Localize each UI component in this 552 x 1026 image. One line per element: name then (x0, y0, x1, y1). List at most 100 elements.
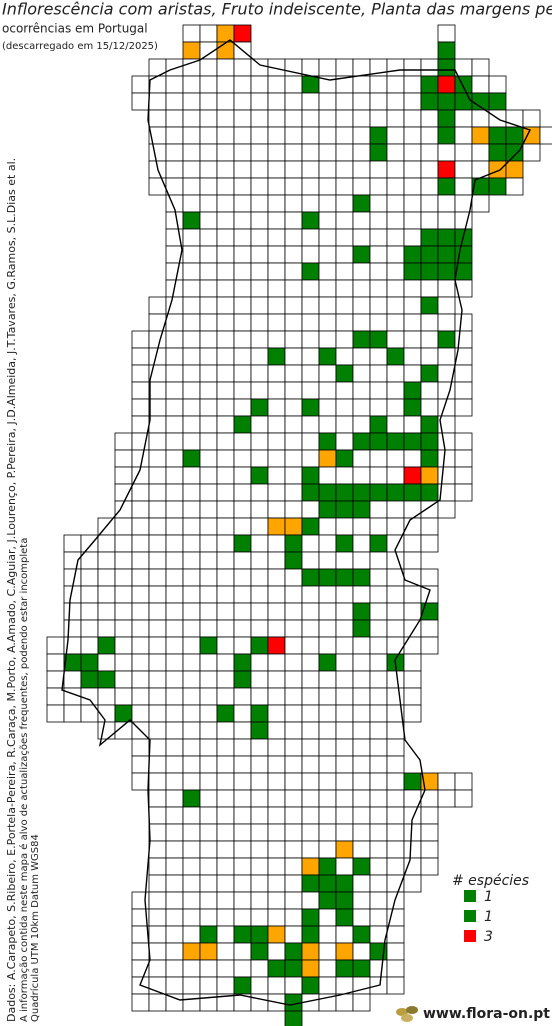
occurrence-cell (369, 126, 388, 145)
grid-cell (182, 92, 201, 111)
grid-cell (335, 398, 354, 417)
grid-cell (216, 415, 235, 434)
occurrence-cell (352, 245, 371, 264)
grid-cell (522, 143, 541, 162)
grid-cell (148, 92, 167, 111)
occurrence-cell (301, 857, 320, 876)
legend-swatch (464, 910, 476, 922)
grid-cell (369, 806, 388, 825)
grid-cell (267, 806, 286, 825)
grid-cell (250, 738, 269, 757)
grid-cell (250, 211, 269, 230)
grid-cell (267, 381, 286, 400)
grid-cell (233, 585, 252, 604)
grid-cell (301, 789, 320, 808)
grid-cell (148, 670, 167, 689)
grid-cell (454, 160, 473, 179)
grid-cell (386, 840, 405, 859)
occurrence-cell (284, 942, 303, 961)
grid-cell (63, 619, 82, 638)
grid-cell (114, 687, 133, 706)
grid-cell (148, 653, 167, 672)
grid-cell (233, 296, 252, 315)
occurrence-cell (420, 75, 439, 94)
grid-cell (420, 313, 439, 332)
grid-cell (131, 568, 150, 587)
grid-cell (199, 806, 218, 825)
grid-cell (216, 296, 235, 315)
grid-cell (352, 466, 371, 485)
grid-cell (165, 143, 184, 162)
grid-cell (165, 653, 184, 672)
grid-cell (199, 381, 218, 400)
grid-cell (403, 551, 422, 570)
grid-cell (301, 415, 320, 434)
grid-cell (335, 925, 354, 944)
grid-cell (437, 24, 456, 43)
occurrence-cell (437, 160, 456, 179)
grid-cell (284, 840, 303, 859)
occurrence-cell (318, 568, 337, 587)
grid-cell (182, 874, 201, 893)
grid-cell (454, 58, 473, 77)
grid-cell (233, 721, 252, 740)
grid-cell (250, 500, 269, 519)
grid-cell (369, 279, 388, 298)
grid-cell (148, 466, 167, 485)
occurrence-cell (114, 704, 133, 723)
grid-cell (182, 24, 201, 43)
grid-cell (386, 636, 405, 655)
grid-cell (301, 228, 320, 247)
grid-cell (267, 551, 286, 570)
grid-cell (182, 177, 201, 196)
grid-cell (301, 364, 320, 383)
grid-cell (63, 602, 82, 621)
grid-cell (148, 942, 167, 961)
grid-cell (284, 313, 303, 332)
grid-cell (284, 364, 303, 383)
grid-cell (250, 959, 269, 978)
grid-cell (369, 296, 388, 315)
grid-cell (233, 500, 252, 519)
grid-cell (318, 959, 337, 978)
grid-cell (114, 636, 133, 655)
grid-cell (182, 381, 201, 400)
grid-cell (318, 585, 337, 604)
occurrence-cell (437, 75, 456, 94)
grid-cell (284, 908, 303, 927)
grid-cell (148, 721, 167, 740)
grid-cell (386, 211, 405, 230)
grid-cell (182, 194, 201, 213)
grid-cell (250, 381, 269, 400)
grid-cell (318, 517, 337, 536)
grid-cell (216, 874, 235, 893)
grid-cell (403, 211, 422, 230)
grid-cell (80, 636, 99, 655)
grid-cell (352, 381, 371, 400)
grid-cell (352, 517, 371, 536)
grid-cell (148, 755, 167, 774)
occurrence-cell (386, 432, 405, 451)
grid-cell (318, 755, 337, 774)
grid-cell (267, 245, 286, 264)
grid-cell (165, 636, 184, 655)
grid-cell (250, 364, 269, 383)
occurrence-cell (318, 653, 337, 672)
occurrence-cell (97, 670, 116, 689)
grid-cell (403, 92, 422, 111)
grid-cell (182, 908, 201, 927)
grid-cell (267, 109, 286, 128)
grid-cell (165, 75, 184, 94)
occurrence-cell (335, 483, 354, 502)
grid-cell (182, 517, 201, 536)
grid-cell (352, 687, 371, 706)
grid-cell (131, 347, 150, 366)
grid-cell (284, 823, 303, 842)
grid-cell (386, 755, 405, 774)
grid-cell (250, 449, 269, 468)
grid-cell (301, 551, 320, 570)
grid-cell (165, 126, 184, 145)
occurrence-cell (250, 636, 269, 655)
grid-cell (301, 840, 320, 859)
grid-cell (216, 262, 235, 281)
